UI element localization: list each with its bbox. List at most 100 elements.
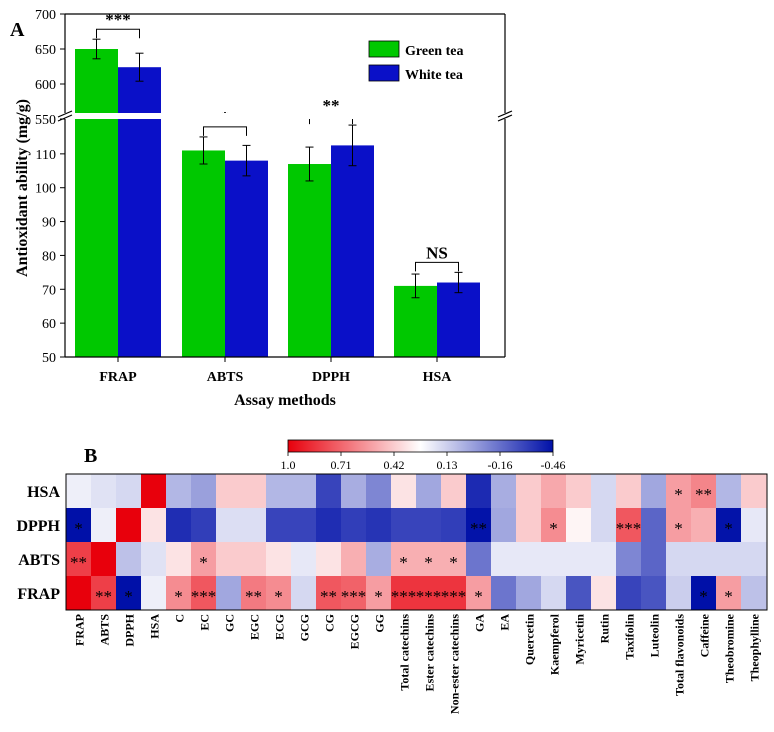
significance-star: * (124, 587, 133, 606)
y-tick-label: 90 (42, 216, 56, 231)
column-label: GA (473, 614, 487, 632)
heatmap-cell (666, 542, 692, 577)
heatmap-cell (366, 508, 392, 543)
significance-star: ** (470, 519, 487, 538)
heatmap-cell (716, 576, 742, 611)
column-label: CG (323, 614, 337, 632)
column-label: FRAP (73, 614, 87, 646)
heatmap-cell (691, 508, 717, 543)
heatmap-cell (516, 576, 542, 611)
heatmap-cell (66, 576, 92, 611)
heatmap-frame (65, 473, 768, 611)
heatmap-cell (741, 508, 767, 543)
heatmap-cell (141, 542, 167, 577)
column-label: DPPH (123, 613, 137, 646)
heatmap-cell (366, 576, 392, 611)
colorbar-tick-label: -0.46 (541, 458, 566, 472)
heatmap-cell (541, 542, 567, 577)
heatmap-cell (666, 508, 692, 543)
heatmap-cell (366, 542, 392, 577)
significance-star: *** (341, 587, 367, 606)
y-tick-label: 650 (35, 43, 56, 58)
heatmap-cell (116, 474, 142, 509)
heatmap-cell (216, 576, 242, 611)
significance-label: *** (105, 10, 131, 29)
y-tick-label: 80 (42, 249, 56, 264)
heatmap-cell (266, 508, 292, 543)
significance-star: * (724, 587, 733, 606)
significance-star: * (674, 485, 683, 504)
significance-bracket (415, 261, 459, 272)
significance-star: * (699, 587, 708, 606)
y-tick-label: 70 (42, 283, 56, 298)
bar-dpph-white (331, 145, 374, 357)
significance-star: * (674, 519, 683, 538)
heatmap-cell (441, 542, 467, 577)
heatmap-cell (566, 576, 592, 611)
bar-abts-white (225, 160, 268, 357)
heatmap-cell (91, 508, 117, 543)
column-label: Kaempferol (548, 613, 562, 675)
heatmap-cells (66, 474, 767, 611)
significance-star: *** (191, 587, 217, 606)
column-label: Myricetin (573, 614, 587, 665)
error-bar (92, 38, 101, 60)
heatmap-cell (216, 474, 242, 509)
heatmap-cell (341, 474, 367, 509)
heatmap-cell (591, 542, 617, 577)
heatmap-cell (441, 508, 467, 543)
x-tick-label: DPPH (312, 370, 350, 385)
heatmap-column-labels: FRAP ABTS DPPH HSA C EC GC EGC ECG GCG CG EGCG GG Tot… (73, 613, 762, 714)
significance-star: ** (245, 587, 262, 606)
heatmap-cell (691, 576, 717, 611)
heatmap-cell (316, 474, 342, 509)
heatmap-cell (541, 508, 567, 543)
significance-star: * (74, 519, 83, 538)
y-tick-label: 700 (35, 8, 56, 23)
heatmap-cell (491, 542, 517, 577)
significance-star: * (449, 553, 458, 572)
heatmap-cell (466, 542, 492, 577)
significance-star: *** (391, 587, 417, 606)
heatmap-cell (691, 474, 717, 509)
colorbar: 1.0 0.71 0.42 0.13 -0.16 -0.46 (281, 439, 566, 472)
heatmap-row-labels: HSA DPPH ABTS FRAP (16, 484, 60, 603)
y-ticks: 50 60 70 80 90 100 110 550 600 650 700 (35, 8, 65, 366)
heatmap-cell (616, 508, 642, 543)
heatmap-cell (616, 542, 642, 577)
column-label: GCG (298, 614, 312, 641)
heatmap-cell (266, 474, 292, 509)
error-bar (242, 144, 251, 177)
heatmap-cell (191, 474, 217, 509)
heatmap-cell (391, 474, 417, 509)
bar-chart: A Antioxidant ability (mg/g) Assay metho… (10, 8, 515, 409)
column-label: Total catechins (398, 614, 412, 691)
column-label: EA (498, 614, 512, 631)
significance-star: *** (416, 587, 442, 606)
colorbar-tick-label: 0.13 (437, 458, 458, 472)
panel-a-label: A (10, 19, 25, 41)
heatmap-cell (291, 508, 317, 543)
heatmap-cell (166, 508, 192, 543)
heatmap-cell (491, 576, 517, 611)
legend-label-green: Green tea (405, 44, 463, 59)
heatmap-cell (541, 576, 567, 611)
bar-frap-white (118, 67, 161, 357)
row-label: ABTS (18, 552, 60, 569)
heatmap-cell (466, 508, 492, 543)
bar-dpph-green (288, 164, 331, 357)
heatmap-cell (166, 542, 192, 577)
significance-star: * (274, 587, 283, 606)
significance-star: * (199, 553, 208, 572)
heatmap-cell (291, 474, 317, 509)
bars (75, 49, 480, 357)
heatmap-cell (191, 508, 217, 543)
y-tick-label: 60 (42, 317, 56, 332)
heatmap-cell (366, 474, 392, 509)
heatmap-cell (266, 576, 292, 611)
heatmap-cell (241, 542, 267, 577)
error-bars (92, 38, 463, 299)
colorbar-tick-label: 1.0 (281, 458, 296, 472)
significance-label: NS (426, 243, 448, 262)
heatmap-cell (91, 576, 117, 611)
